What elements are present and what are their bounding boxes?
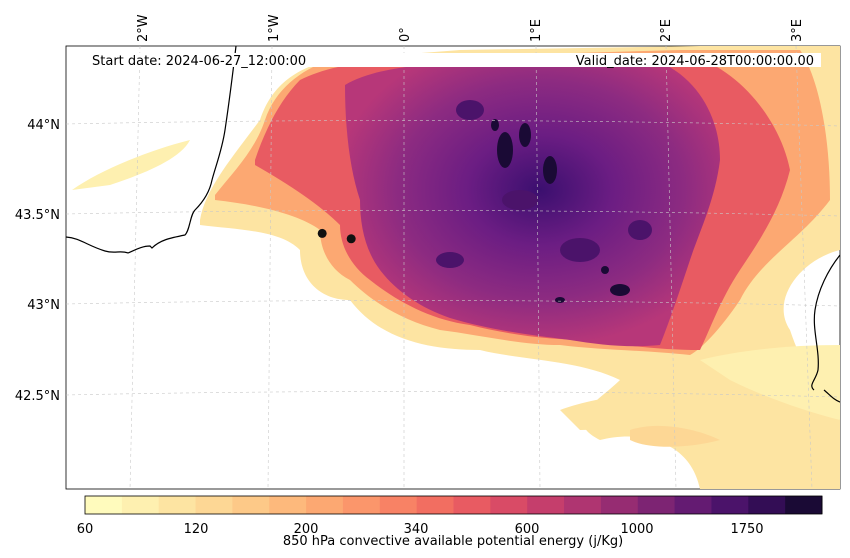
station-markers	[317, 228, 356, 244]
latitude-tick-labels: 44°N 43.5°N 43°N 42.5°N	[15, 118, 60, 404]
colorbar-tick-label: 1750	[730, 522, 763, 537]
header-banner	[84, 53, 821, 67]
colorbar-tick-label: 120	[184, 522, 209, 537]
cape-streak-south-1	[560, 370, 810, 430]
colorbar-segment	[527, 496, 565, 514]
lon-tick-label: 3°E	[790, 19, 805, 42]
cape-field	[72, 46, 840, 489]
colorbar-segment	[121, 496, 160, 514]
colorbar-segment	[748, 496, 786, 514]
valid-date-label: Valid_date: 2024-06-28T00:00:00.00	[576, 54, 814, 69]
colorbar-segment	[379, 496, 418, 514]
lat-tick-label: 43.5°N	[15, 208, 60, 223]
colorbar-tick-label: 340	[404, 522, 429, 537]
lon-tick-label: 1°E	[529, 19, 544, 42]
colorbar-segment	[342, 496, 381, 514]
colorbar-segment	[785, 496, 823, 514]
colorbar-tick-label: 200	[294, 522, 319, 537]
colorbar-segment	[269, 496, 307, 514]
colorbar-tick-labels: 60 120 200 340 600 1000 1750	[77, 522, 764, 537]
lat-tick-label: 43°N	[27, 298, 60, 313]
colorbar-segment	[674, 496, 712, 514]
colorbar-segment	[85, 496, 123, 514]
colorbar-segment	[306, 496, 344, 514]
colorbar-segment	[416, 496, 454, 514]
cape-max-cells	[491, 119, 630, 303]
colorbar-tick-label: 1000	[620, 522, 653, 537]
colorbar-segment	[158, 496, 197, 514]
colorbar-tick-label: 60	[77, 522, 94, 537]
cape-streak-south-3	[700, 345, 840, 420]
lon-tick-label: 2°E	[659, 19, 674, 42]
colorbar-segment	[600, 496, 639, 514]
colorbar-segment	[195, 496, 233, 514]
colorbar-segment	[637, 496, 676, 514]
coastline	[66, 46, 840, 403]
colorbar-segment	[490, 496, 528, 514]
colorbar-segment	[564, 496, 602, 514]
cape-secondary-cells	[436, 100, 652, 268]
start-date-label: Start date: 2024-06-27_12:00:00	[92, 54, 306, 69]
graticule	[66, 46, 840, 489]
cape-streak-west	[72, 140, 190, 190]
station-marker-point-2	[346, 234, 356, 244]
colorbar-segment	[711, 496, 749, 514]
colorbar-tick-label: 600	[515, 522, 540, 537]
colorbar-border	[84, 495, 823, 515]
colorbar-segment	[453, 496, 491, 514]
station-marker-point-1	[317, 228, 327, 238]
colorbar-title: 850 hPa convective available potential e…	[283, 534, 623, 549]
colorbar-segment	[232, 496, 270, 514]
colorbar	[84, 495, 823, 515]
longitude-tick-labels: 2°W 1°W 0° 1°E 2°E 3°E	[136, 14, 805, 42]
lat-tick-label: 44°N	[27, 118, 60, 133]
lon-tick-label: 1°W	[267, 14, 282, 42]
lon-tick-label: 2°W	[136, 14, 151, 42]
lon-tick-label: 0°	[398, 27, 413, 42]
lat-tick-label: 42.5°N	[15, 389, 60, 404]
